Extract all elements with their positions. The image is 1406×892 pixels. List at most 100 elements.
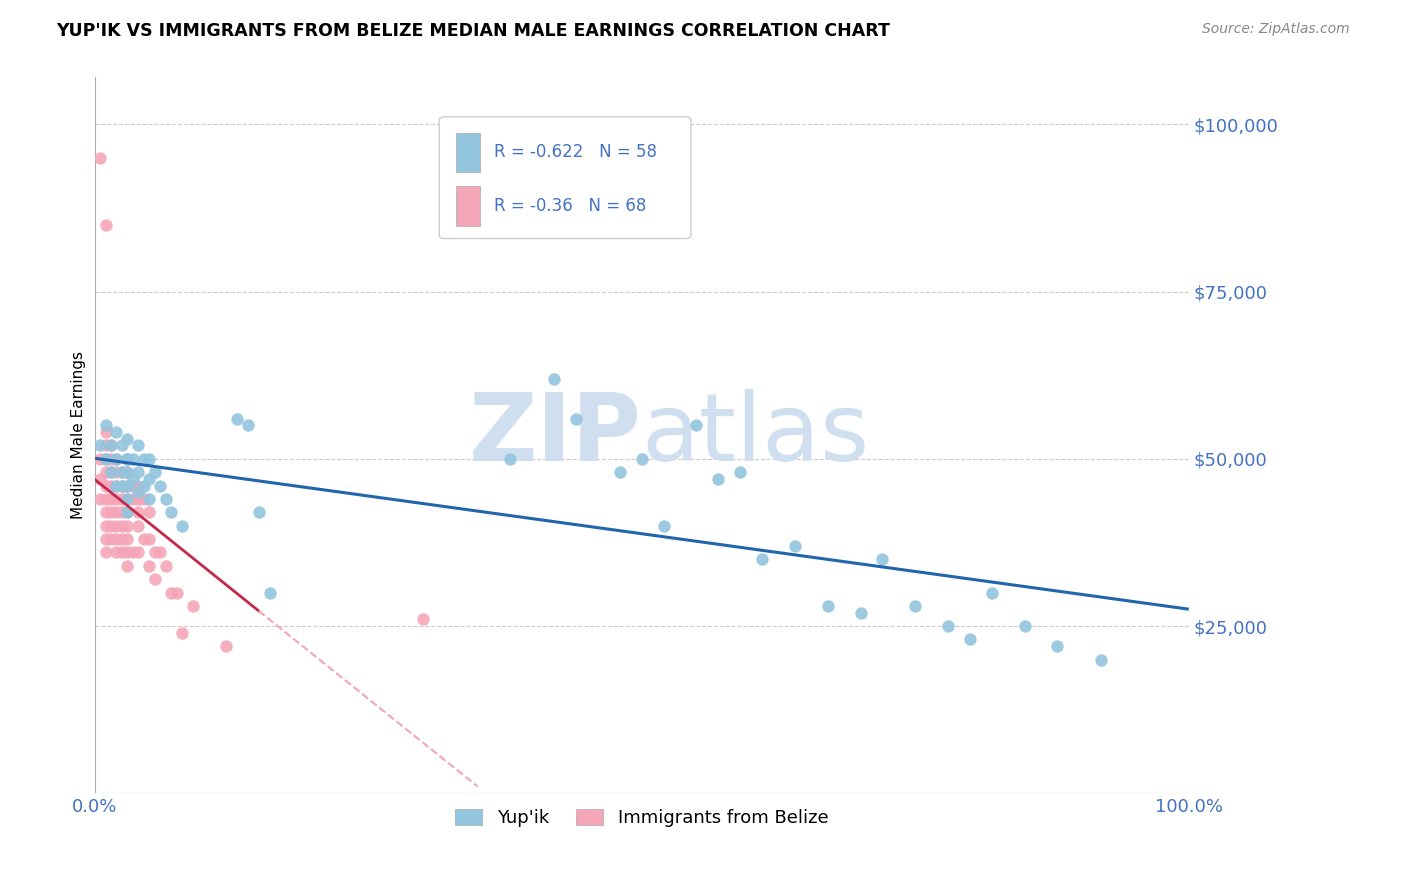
Point [94,478,117,492]
Point [105,491,128,506]
Point [149,545,172,559]
Point [138,451,160,466]
Point [127,438,149,452]
Point [117,451,139,466]
Point [89,491,111,506]
Point [783,539,806,553]
Point [117,491,139,506]
Point [105,451,128,466]
Point [751,552,773,566]
Point [100,465,122,479]
Point [143,465,166,479]
FancyBboxPatch shape [456,186,479,226]
Point [111,465,134,479]
Point [630,451,652,466]
Point [166,585,188,599]
Point [111,518,134,533]
Point [138,505,160,519]
Point [94,518,117,533]
Point [105,478,128,492]
Point [499,451,522,466]
Point [155,491,177,506]
Point [100,478,122,492]
Point [111,491,134,506]
Point [160,585,183,599]
Legend: Yup'ik, Immigrants from Belize: Yup'ik, Immigrants from Belize [449,802,835,834]
Point [100,505,122,519]
Point [122,545,145,559]
Point [117,465,139,479]
Point [117,465,139,479]
Point [117,532,139,546]
Point [105,451,128,466]
Point [181,599,204,613]
Point [111,505,134,519]
Point [127,505,149,519]
Point [94,438,117,452]
Point [132,532,155,546]
Point [89,151,111,165]
Point [94,491,117,506]
Point [412,612,434,626]
Point [904,599,927,613]
Point [1090,652,1112,666]
Point [94,425,117,439]
Text: YUP'IK VS IMMIGRANTS FROM BELIZE MEDIAN MALE EARNINGS CORRELATION CHART: YUP'IK VS IMMIGRANTS FROM BELIZE MEDIAN … [56,22,890,40]
Point [127,518,149,533]
Text: atlas: atlas [641,390,870,482]
Point [111,545,134,559]
Point [143,545,166,559]
Point [225,411,247,425]
Point [117,491,139,506]
Text: ZIP: ZIP [468,390,641,482]
Point [132,491,155,506]
Point [172,625,194,640]
Point [117,451,139,466]
Point [652,518,675,533]
Point [117,478,139,492]
Point [143,572,166,586]
Point [105,478,128,492]
Point [565,411,588,425]
Y-axis label: Median Male Earnings: Median Male Earnings [72,351,86,519]
Point [259,585,281,599]
Point [117,545,139,559]
Point [959,632,981,647]
Text: R = -0.36   N = 68: R = -0.36 N = 68 [494,197,647,215]
Point [685,418,707,433]
Point [94,218,117,232]
Point [117,505,139,519]
Point [127,545,149,559]
Point [149,478,172,492]
Point [111,478,134,492]
Point [872,552,894,566]
Point [100,438,122,452]
Point [122,491,145,506]
Point [138,558,160,573]
FancyBboxPatch shape [439,117,690,238]
Point [94,545,117,559]
Point [980,585,1002,599]
Point [122,478,145,492]
Point [89,472,111,486]
FancyBboxPatch shape [456,133,479,172]
Point [160,505,183,519]
Point [100,532,122,546]
Point [127,485,149,500]
Point [94,532,117,546]
Point [122,451,145,466]
Point [127,478,149,492]
Point [132,451,155,466]
Point [105,465,128,479]
Point [117,451,139,466]
Point [100,451,122,466]
Point [94,418,117,433]
Point [100,465,122,479]
Point [155,558,177,573]
Point [111,532,134,546]
Point [138,491,160,506]
Text: Source: ZipAtlas.com: Source: ZipAtlas.com [1202,22,1350,37]
Point [94,451,117,466]
Point [117,558,139,573]
Point [111,465,134,479]
